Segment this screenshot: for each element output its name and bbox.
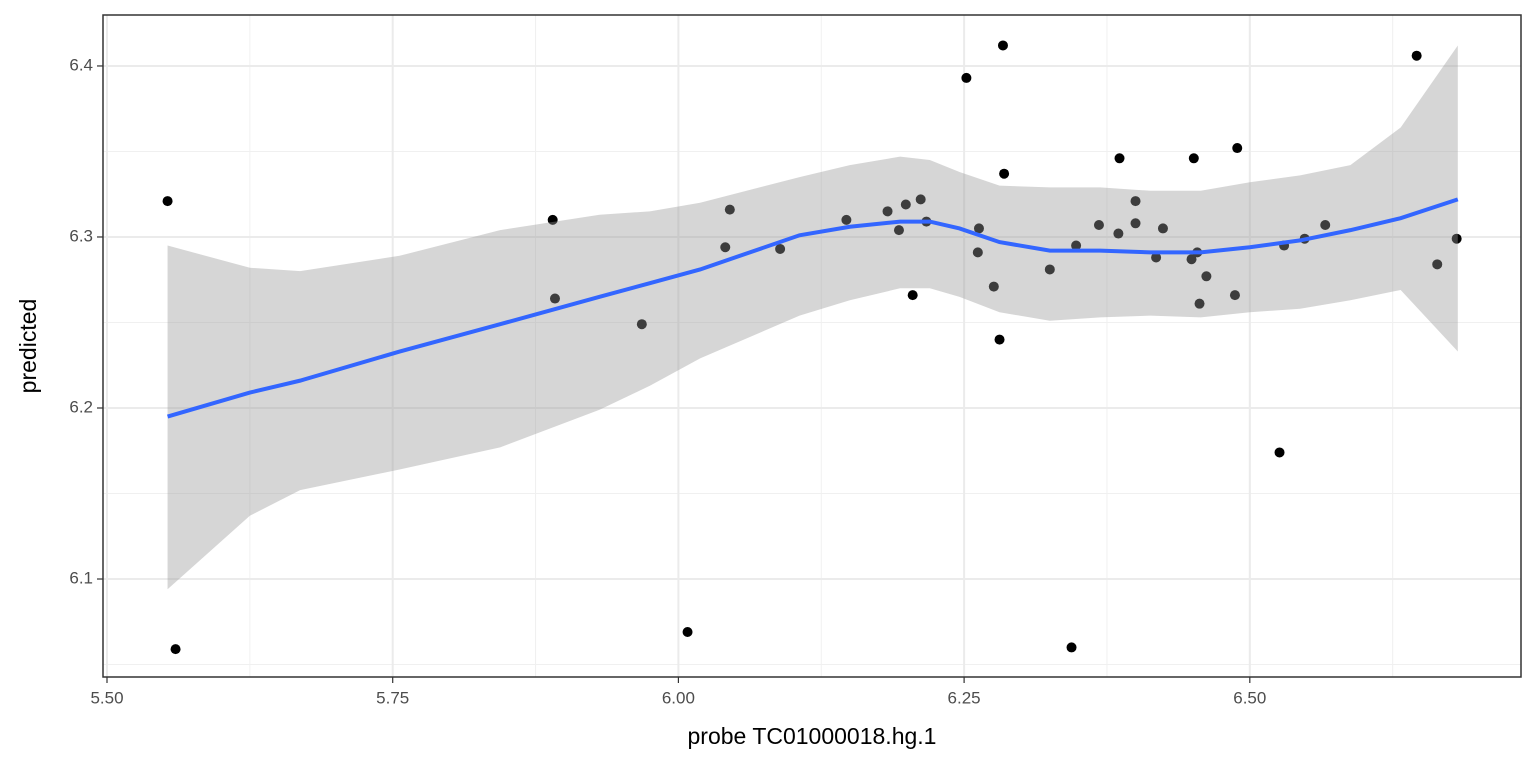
data-point bbox=[724, 204, 735, 215]
data-point bbox=[1320, 220, 1331, 231]
data-point bbox=[1114, 153, 1125, 164]
data-point bbox=[1113, 228, 1124, 239]
panel-border bbox=[102, 14, 1522, 678]
data-point bbox=[973, 223, 984, 234]
data-point bbox=[1232, 143, 1243, 154]
data-point bbox=[999, 168, 1010, 179]
data-point bbox=[972, 247, 983, 258]
x-tick-label: 5.50 bbox=[90, 688, 123, 707]
data-point bbox=[907, 290, 918, 301]
data-point bbox=[882, 206, 893, 217]
x-tick-label: 5.75 bbox=[376, 688, 409, 707]
data-point bbox=[636, 319, 647, 330]
data-point bbox=[1130, 196, 1141, 207]
y-axis-title: predicted bbox=[15, 299, 41, 394]
data-point bbox=[1044, 264, 1055, 275]
data-point bbox=[1157, 223, 1168, 234]
data-point bbox=[682, 627, 693, 638]
data-point bbox=[988, 281, 999, 292]
data-point bbox=[900, 199, 911, 210]
data-point bbox=[915, 194, 926, 205]
x-tick-label: 6.50 bbox=[1233, 688, 1266, 707]
data-point bbox=[841, 214, 852, 225]
confidence-band bbox=[167, 45, 1458, 590]
data-point bbox=[893, 225, 904, 236]
data-point bbox=[170, 644, 181, 655]
y-tick-label: 6.4 bbox=[69, 55, 93, 74]
data-point bbox=[994, 334, 1005, 345]
y-tick-label: 6.2 bbox=[69, 397, 93, 416]
data-point bbox=[997, 40, 1008, 51]
x-axis-title: probe TC01000018.hg.1 bbox=[688, 723, 937, 749]
data-point bbox=[162, 196, 173, 207]
data-point bbox=[1188, 153, 1199, 164]
data-point bbox=[1071, 240, 1082, 251]
data-point bbox=[1186, 254, 1197, 265]
data-point bbox=[961, 72, 972, 83]
data-point bbox=[1130, 218, 1141, 229]
x-tick-label: 6.00 bbox=[662, 688, 695, 707]
data-point bbox=[1093, 220, 1104, 231]
data-point bbox=[549, 293, 560, 304]
data-point bbox=[720, 242, 731, 253]
data-point bbox=[1432, 259, 1443, 270]
plot-panel bbox=[103, 15, 1521, 677]
data-point bbox=[1151, 252, 1162, 263]
smooth-line bbox=[167, 197, 1459, 419]
y-tick-label: 6.3 bbox=[69, 226, 93, 245]
data-point bbox=[1411, 50, 1422, 61]
data-point bbox=[775, 243, 786, 254]
y-tick-label: 6.1 bbox=[69, 568, 93, 587]
data-point bbox=[547, 214, 558, 225]
x-tick-label: 6.25 bbox=[948, 688, 981, 707]
data-point bbox=[1201, 271, 1212, 282]
data-point bbox=[1229, 290, 1240, 301]
data-point bbox=[1274, 447, 1285, 458]
data-point bbox=[1194, 298, 1205, 309]
data-point bbox=[1451, 233, 1462, 244]
data-point bbox=[1066, 642, 1077, 653]
